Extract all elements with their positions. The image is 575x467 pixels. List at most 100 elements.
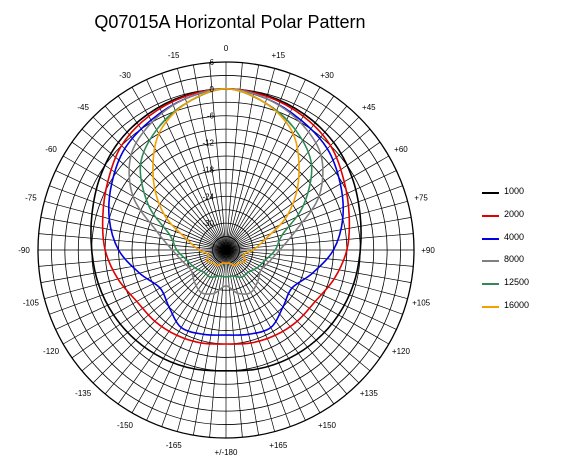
radial-tick-label: 6 xyxy=(210,58,215,67)
grid-spoke xyxy=(225,116,360,251)
grid-spoke xyxy=(40,249,227,283)
grid-spoke xyxy=(161,73,227,251)
series-line-12500 xyxy=(139,88,313,279)
angle-tick-label: -15 xyxy=(168,51,180,60)
angle-tick-label: -150 xyxy=(117,421,134,430)
grid-spoke xyxy=(71,249,227,359)
grid-spoke xyxy=(146,249,227,421)
angle-tick-label: +120 xyxy=(392,347,411,356)
angle-tick-label: -165 xyxy=(166,441,183,450)
grid-spoke xyxy=(44,249,227,299)
grid-spoke xyxy=(55,249,227,330)
angle-tick-label: -120 xyxy=(43,347,60,356)
radial-tick-label: -6 xyxy=(207,112,215,121)
grid-spoke xyxy=(225,249,291,427)
angle-tick-label: +165 xyxy=(269,441,288,450)
legend-swatch xyxy=(482,283,499,286)
legend-item: 4000 xyxy=(482,232,572,255)
grid-spoke xyxy=(225,249,275,432)
grid-spoke xyxy=(40,217,227,251)
angle-tick-label: -45 xyxy=(77,103,89,112)
angle-tick-label: +15 xyxy=(271,51,285,60)
grid-spoke xyxy=(225,201,408,251)
radial-tick-label: -24 xyxy=(202,192,214,201)
grid-spoke xyxy=(225,105,348,251)
grid-spoke xyxy=(63,249,227,345)
grid-spoke xyxy=(71,141,227,251)
angle-tick-label: -90 xyxy=(18,246,30,255)
grid-spoke xyxy=(225,249,397,330)
grid-spoke xyxy=(104,105,227,251)
legend: 1000 2000 4000 8000 12500 16000 xyxy=(482,186,572,323)
chart-title: Q07015A Horizontal Polar Pattern xyxy=(94,12,366,32)
grid-spoke xyxy=(177,249,227,432)
grid-spoke xyxy=(44,201,227,251)
legend-swatch xyxy=(482,237,499,240)
legend-swatch xyxy=(482,192,499,194)
angle-tick-label: +30 xyxy=(320,71,334,80)
series-line-2000 xyxy=(101,88,351,345)
grid-spoke xyxy=(63,155,227,251)
series-line-1000 xyxy=(90,88,362,372)
series-layer xyxy=(90,88,362,372)
legend-item: 8000 xyxy=(482,254,572,277)
grid-spoke xyxy=(225,128,371,251)
grid-spoke xyxy=(225,249,306,421)
angle-tick-label: +45 xyxy=(362,103,376,112)
grid-spoke xyxy=(49,185,227,251)
legend-item: 12500 xyxy=(482,277,572,300)
grid-spoke xyxy=(49,249,227,315)
grid-spoke xyxy=(193,249,227,436)
legend-label: 16000 xyxy=(504,299,530,310)
grid-spoke xyxy=(225,249,381,359)
grid-spoke xyxy=(225,79,306,251)
angle-tick-label: +90 xyxy=(421,246,435,255)
angle-tick-label: +135 xyxy=(360,389,379,398)
legend-label: 8000 xyxy=(504,254,525,265)
angle-tick-label: -135 xyxy=(75,389,92,398)
radial-tick-label: -18 xyxy=(202,165,214,174)
grid-spoke xyxy=(225,249,371,372)
legend-swatch xyxy=(482,260,499,263)
grid-spoke xyxy=(225,217,412,251)
legend-label: 2000 xyxy=(504,208,525,219)
grid-spoke xyxy=(161,249,227,427)
angle-tick-label: +150 xyxy=(318,421,337,430)
legend-label: 1000 xyxy=(504,186,525,196)
radial-tick-labels: 6 0 -6 -12 -18 -24 -30 xyxy=(202,58,214,228)
radial-tick-label: 0 xyxy=(210,85,215,94)
grid-spoke xyxy=(225,155,389,251)
angle-tick-label: +/-180 xyxy=(215,448,238,457)
angle-tick-label: -105 xyxy=(23,298,40,307)
grid-spoke xyxy=(92,116,227,251)
radial-tick-label: -30 xyxy=(202,219,214,228)
grid-spoke xyxy=(117,95,227,251)
angle-tick-label: -30 xyxy=(119,71,131,80)
angle-tick-labels: 0 +15 +30 +45 +60 +75 +90 +105 +120 +135 +150 +165 +… xyxy=(18,44,435,457)
grid-spoke xyxy=(225,185,403,251)
angle-tick-label: -60 xyxy=(45,145,57,154)
grid-spoke xyxy=(225,141,381,251)
radial-tick-label: -12 xyxy=(202,139,214,148)
grid-spoke xyxy=(209,62,227,251)
grid-spoke xyxy=(225,249,412,283)
legend-item: 16000 xyxy=(482,300,572,323)
grid-spoke xyxy=(81,128,227,251)
legend-label: 12500 xyxy=(504,277,530,288)
legend-swatch xyxy=(482,214,499,217)
angle-tick-label: 0 xyxy=(224,44,229,53)
legend-label: 4000 xyxy=(504,231,525,242)
grid-spoke xyxy=(225,95,335,251)
series-line-16000 xyxy=(152,88,300,267)
angle-tick-label: +60 xyxy=(394,145,408,154)
series-line-8000 xyxy=(128,88,324,295)
legend-item: 2000 xyxy=(482,209,572,232)
grid-spoke xyxy=(146,79,227,251)
grid-spoke xyxy=(81,249,227,372)
series-line-4000 xyxy=(107,88,345,336)
grid-spoke xyxy=(225,249,389,345)
grid-spoke xyxy=(225,62,243,251)
legend-swatch xyxy=(482,305,499,308)
grid-spoke xyxy=(38,249,227,267)
